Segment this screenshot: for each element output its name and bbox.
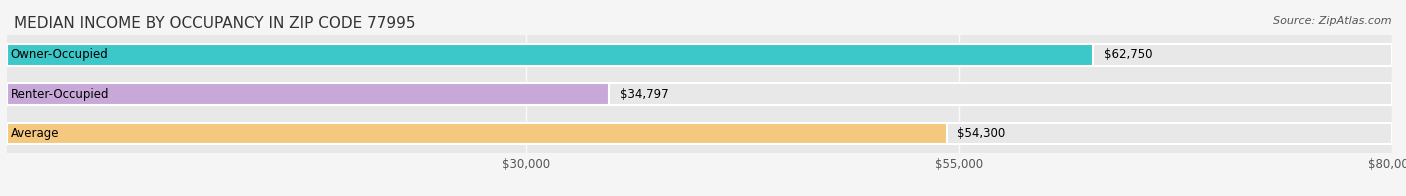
Text: Owner-Occupied: Owner-Occupied [10,48,108,61]
Bar [7,83,1392,105]
Bar [7,122,1392,144]
Text: $54,300: $54,300 [957,127,1005,140]
Bar [7,44,1392,66]
Text: Average: Average [10,127,59,140]
Bar [7,44,1094,66]
Text: MEDIAN INCOME BY OCCUPANCY IN ZIP CODE 77995: MEDIAN INCOME BY OCCUPANCY IN ZIP CODE 7… [14,16,416,31]
Text: Source: ZipAtlas.com: Source: ZipAtlas.com [1274,16,1392,26]
Text: $62,750: $62,750 [1104,48,1152,61]
Text: Renter-Occupied: Renter-Occupied [10,88,110,101]
Bar [7,122,948,144]
Bar [7,83,609,105]
Text: $34,797: $34,797 [620,88,668,101]
